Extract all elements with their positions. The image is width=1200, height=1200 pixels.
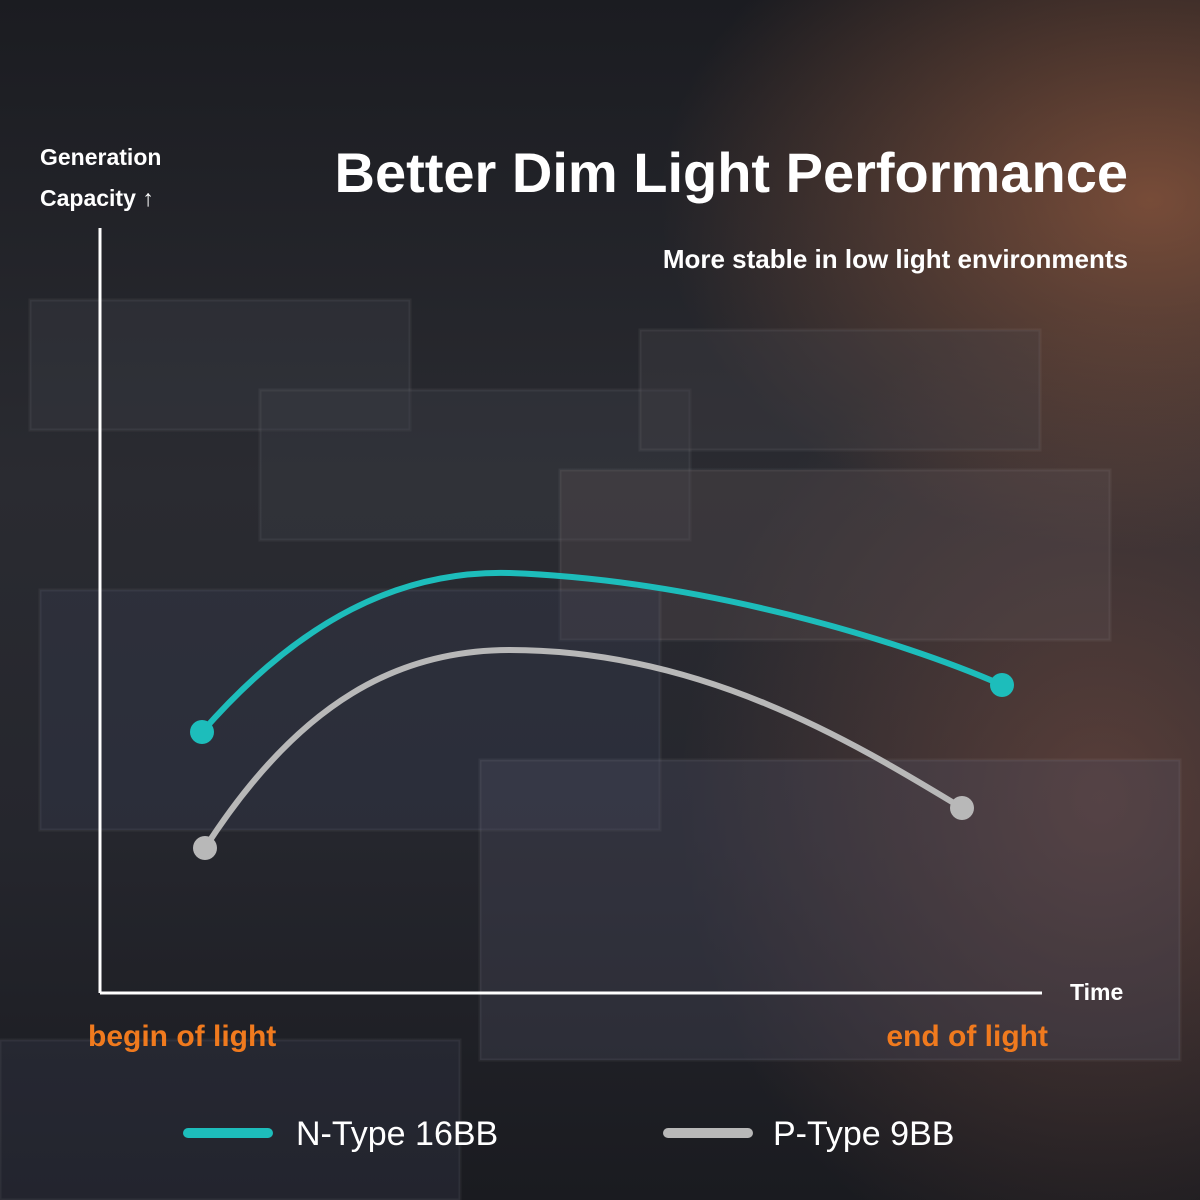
y-axis-label: Capacity ↑ [40,185,154,211]
x-start-label: begin of light [88,1020,276,1053]
panels [0,298,1182,1200]
curve-end [990,673,1014,697]
curve-end [190,720,214,744]
subtitle: More stable in low light environments [663,244,1128,274]
panel-bg [38,588,662,832]
title: Better Dim Light Performance [335,141,1129,204]
curve [199,569,1004,734]
panel-bg [28,298,412,432]
panel-bg [258,388,692,542]
legend-label: N-Type 16BB [296,1115,498,1153]
curve-end [193,836,217,860]
x-axis-label: Time [1070,979,1123,1005]
curve [202,646,964,850]
y-axis-label: Generation [40,144,161,170]
legend-label: P-Type 9BB [773,1115,954,1153]
curve-end [950,796,974,820]
x-end-label: end of light [886,1020,1048,1053]
panel-bg [478,758,1182,1062]
panel-bg [0,1038,462,1200]
panel-bg [558,468,1112,642]
panel-bg [638,328,1042,452]
